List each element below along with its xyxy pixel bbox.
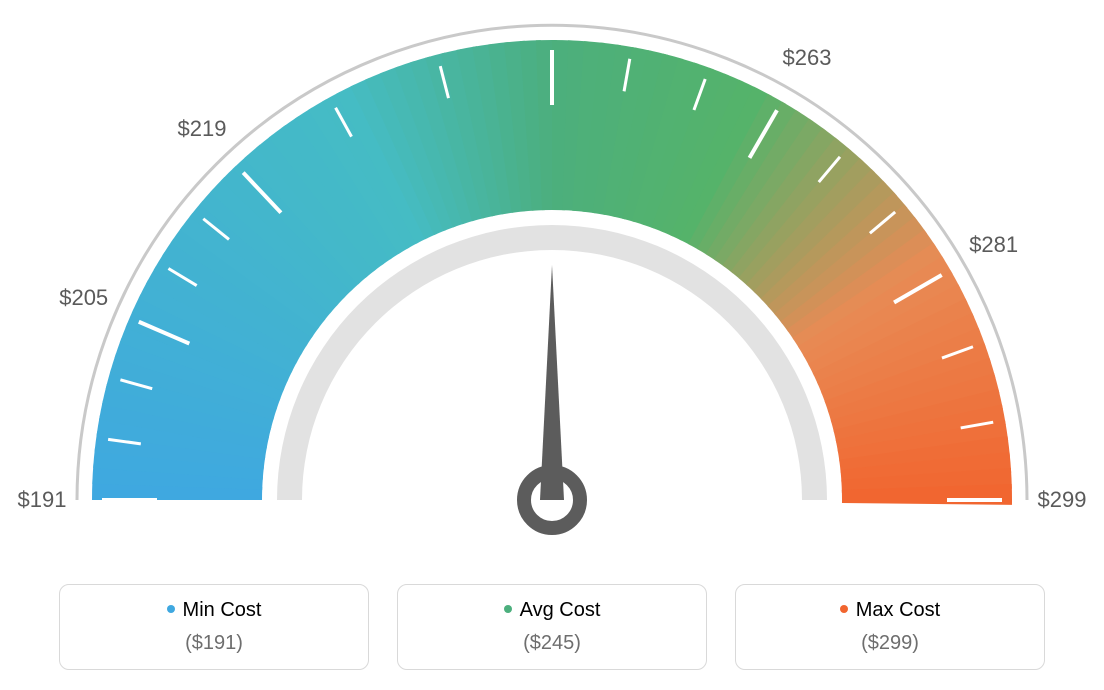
gauge-chart: $191 $205 $219 $245 $263 $281 $299 [0, 0, 1104, 560]
dot-avg-icon [504, 605, 512, 613]
tick-label: $219 [178, 116, 227, 142]
legend-card-min: Min Cost ($191) [59, 584, 369, 670]
tick-label: $245 [528, 0, 577, 3]
legend-title-max-text: Max Cost [856, 599, 940, 621]
tick-label: $281 [969, 232, 1018, 258]
legend-title-min: Min Cost [60, 599, 368, 622]
tick-label: $263 [783, 45, 832, 71]
legend-row: Min Cost ($191) Avg Cost ($245) Max Cost… [0, 584, 1104, 670]
tick-label: $299 [1038, 487, 1087, 513]
legend-title-min-text: Min Cost [183, 599, 262, 621]
dot-max-icon [840, 605, 848, 613]
legend-value-min: ($191) [60, 632, 368, 655]
gauge-svg [0, 0, 1104, 560]
legend-title-avg-text: Avg Cost [520, 599, 601, 621]
legend-card-avg: Avg Cost ($245) [397, 584, 707, 670]
dot-min-icon [167, 605, 175, 613]
legend-value-avg: ($245) [398, 632, 706, 655]
tick-label: $191 [18, 487, 67, 513]
legend-card-max: Max Cost ($299) [735, 584, 1045, 670]
legend-title-avg: Avg Cost [398, 599, 706, 622]
tick-label: $205 [59, 285, 108, 311]
legend-title-max: Max Cost [736, 599, 1044, 622]
legend-value-max: ($299) [736, 632, 1044, 655]
